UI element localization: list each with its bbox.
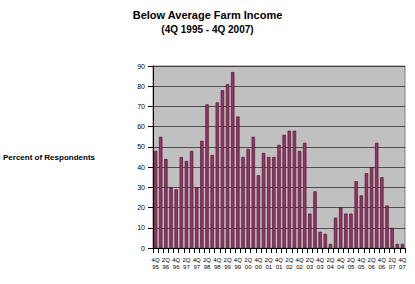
svg-text:40: 40 (137, 164, 145, 171)
svg-text:05: 05 (348, 264, 355, 270)
svg-text:4Q: 4Q (378, 257, 386, 263)
svg-text:80: 80 (137, 83, 145, 90)
svg-text:2Q: 2Q (347, 257, 355, 263)
svg-text:96: 96 (163, 264, 170, 270)
svg-text:10: 10 (137, 224, 145, 231)
svg-text:30: 30 (137, 184, 145, 191)
svg-text:4Q: 4Q (337, 257, 345, 263)
svg-text:04: 04 (327, 264, 334, 270)
svg-text:01: 01 (276, 264, 283, 270)
svg-text:70: 70 (137, 103, 145, 110)
svg-text:2Q: 2Q (306, 257, 314, 263)
svg-text:00: 00 (255, 264, 262, 270)
svg-text:02: 02 (286, 264, 293, 270)
svg-text:50: 50 (137, 143, 145, 150)
svg-text:96: 96 (173, 264, 180, 270)
svg-text:2Q: 2Q (326, 257, 334, 263)
svg-text:2Q: 2Q (388, 257, 396, 263)
svg-text:2Q: 2Q (244, 257, 252, 263)
svg-text:97: 97 (193, 264, 200, 270)
svg-text:05: 05 (358, 264, 365, 270)
svg-text:4Q: 4Q (152, 257, 160, 263)
svg-text:4Q: 4Q (213, 257, 221, 263)
svg-text:90: 90 (137, 63, 145, 70)
svg-text:03: 03 (317, 264, 324, 270)
svg-text:97: 97 (183, 264, 190, 270)
svg-text:0: 0 (141, 245, 145, 252)
svg-text:2Q: 2Q (285, 257, 293, 263)
svg-text:06: 06 (368, 264, 375, 270)
svg-text:2Q: 2Q (162, 257, 170, 263)
svg-text:2Q: 2Q (265, 257, 273, 263)
svg-text:95: 95 (152, 264, 159, 270)
svg-text:4Q: 4Q (234, 257, 242, 263)
svg-text:07: 07 (399, 264, 406, 270)
svg-text:02: 02 (296, 264, 303, 270)
svg-text:98: 98 (204, 264, 211, 270)
svg-text:4Q: 4Q (172, 257, 180, 263)
svg-text:Percent of Respondents: Percent of Respondents (3, 153, 96, 162)
svg-text:4Q: 4Q (316, 257, 324, 263)
svg-text:00: 00 (245, 264, 252, 270)
svg-text:99: 99 (235, 264, 242, 270)
svg-text:(4Q 1995 - 4Q 2007): (4Q 1995 - 4Q 2007) (161, 24, 253, 35)
svg-text:2Q: 2Q (203, 257, 211, 263)
svg-text:4Q: 4Q (398, 257, 406, 263)
svg-text:Below Average Farm Income: Below Average Farm Income (133, 9, 283, 21)
svg-text:20: 20 (137, 204, 145, 211)
svg-text:2Q: 2Q (182, 257, 190, 263)
svg-text:06: 06 (379, 264, 386, 270)
svg-text:04: 04 (337, 264, 344, 270)
svg-text:03: 03 (307, 264, 314, 270)
svg-text:07: 07 (389, 264, 396, 270)
svg-text:99: 99 (224, 264, 231, 270)
svg-text:4Q: 4Q (357, 257, 365, 263)
svg-text:2Q: 2Q (368, 257, 376, 263)
svg-text:4Q: 4Q (193, 257, 201, 263)
svg-text:4Q: 4Q (275, 257, 283, 263)
svg-text:2Q: 2Q (224, 257, 232, 263)
svg-text:60: 60 (137, 123, 145, 130)
svg-text:4Q: 4Q (254, 257, 262, 263)
svg-text:4Q: 4Q (296, 257, 304, 263)
svg-text:01: 01 (265, 264, 272, 270)
svg-text:98: 98 (214, 264, 221, 270)
